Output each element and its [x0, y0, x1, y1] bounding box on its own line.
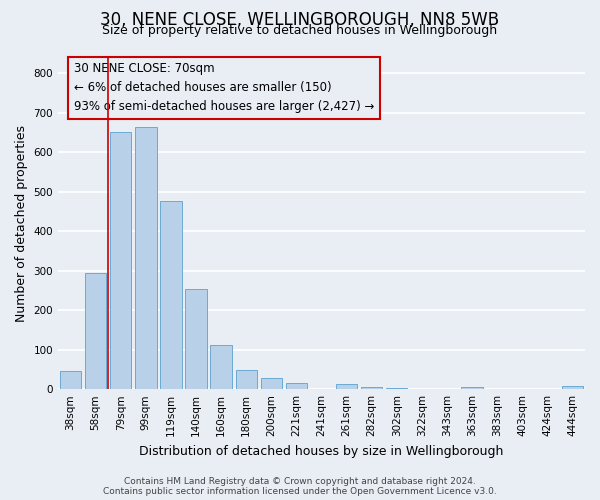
Bar: [60, 370, 81, 389]
X-axis label: Distribution of detached houses by size in Wellingborough: Distribution of detached houses by size …: [139, 444, 504, 458]
Bar: [461, 387, 483, 389]
Bar: [110, 132, 131, 389]
Bar: [260, 378, 282, 389]
Bar: [236, 370, 257, 389]
Bar: [336, 384, 357, 389]
Text: 30, NENE CLOSE, WELLINGBOROUGH, NN8 5WB: 30, NENE CLOSE, WELLINGBOROUGH, NN8 5WB: [100, 11, 500, 29]
Bar: [135, 126, 157, 389]
Bar: [386, 388, 407, 389]
Bar: [160, 201, 182, 389]
Bar: [85, 274, 106, 389]
Bar: [211, 344, 232, 389]
Text: Size of property relative to detached houses in Wellingborough: Size of property relative to detached ho…: [103, 24, 497, 37]
Bar: [185, 290, 207, 389]
Text: 30 NENE CLOSE: 70sqm
← 6% of detached houses are smaller (150)
93% of semi-detac: 30 NENE CLOSE: 70sqm ← 6% of detached ho…: [74, 62, 374, 114]
Y-axis label: Number of detached properties: Number of detached properties: [15, 125, 28, 322]
Bar: [361, 387, 382, 389]
Bar: [562, 386, 583, 389]
Bar: [286, 384, 307, 389]
Text: Contains HM Land Registry data © Crown copyright and database right 2024.
Contai: Contains HM Land Registry data © Crown c…: [103, 476, 497, 496]
